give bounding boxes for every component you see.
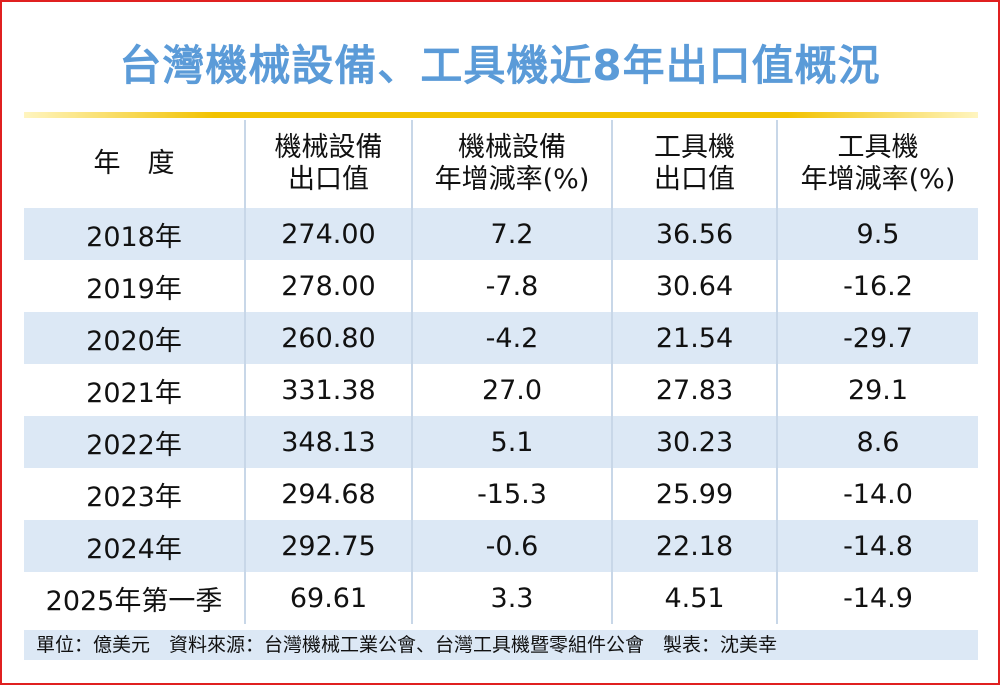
header-cell: 機械設備 年增減率(%) <box>411 120 612 208</box>
cell: 4.51 <box>611 572 777 624</box>
cell: 30.64 <box>611 260 777 312</box>
cell: -14.0 <box>776 468 978 520</box>
header-line: 機械設備 <box>458 132 566 163</box>
cell: 69.61 <box>244 572 412 624</box>
header-line: 工具機 <box>654 132 735 163</box>
table-row: 2019年 278.00 -7.8 30.64 -16.2 <box>24 260 978 312</box>
table-body: 2018年 274.00 7.2 36.56 9.5 2019年 278.00 -7.8 30.… <box>24 208 978 624</box>
cell: 292.75 <box>244 520 412 572</box>
cell: -14.9 <box>776 572 978 624</box>
header-line: 機械設備 <box>274 132 383 163</box>
row-label: 2018年 <box>24 208 245 260</box>
title: 台灣機械設備、工具機近8年出口值概況 <box>119 41 881 90</box>
header-cell: 工具機 年增減率(%) <box>776 120 978 208</box>
cell: 9.5 <box>776 208 978 260</box>
table-row: 2023年 294.68 -15.3 25.99 -14.0 <box>24 468 978 520</box>
cell: 274.00 <box>244 208 412 260</box>
cell: 260.80 <box>244 312 412 364</box>
row-label: 2025年第一季 <box>45 585 223 617</box>
row-label: 2019年 <box>86 273 182 305</box>
header-cell: 機械設備 出口值 <box>244 120 412 208</box>
header-cell: 工具機 出口值 <box>611 120 777 208</box>
title-rule <box>24 112 978 118</box>
cell: -14.8 <box>776 520 978 572</box>
table-row: 2025年第一季 69.61 3.3 4.51 -14.9 <box>24 572 978 624</box>
table-row: 2018年 274.00 7.2 36.56 9.5 <box>24 208 978 260</box>
cell: 348.13 <box>244 416 412 468</box>
row-label: 2022年 <box>24 416 245 468</box>
row-label: 2024年 <box>24 520 245 572</box>
cell: 5.1 <box>411 416 612 468</box>
cell: 22.18 <box>611 520 777 572</box>
table-row: 2022年 348.13 5.1 30.23 8.6 <box>24 416 978 468</box>
header-line: 出口值 <box>654 164 735 195</box>
cell: 3.3 <box>411 572 612 624</box>
header-line: 出口值 <box>288 164 369 195</box>
cell: 29.1 <box>776 364 978 416</box>
row-label: 2023年 <box>86 481 182 513</box>
header-line: 年 度 <box>93 148 175 179</box>
cell: 294.68 <box>244 468 412 520</box>
header-row: 年 度機械設備 出口值 機械設備 年增減率(%) 工具機 出口值 工具機 年增減率(%) <box>24 120 978 208</box>
row-label: 2020年 <box>24 312 245 364</box>
cell: -4.2 <box>411 312 612 364</box>
cell: -0.6 <box>411 520 612 572</box>
table-row: 2021年 331.38 27.0 27.83 29.1 <box>24 364 978 416</box>
cell: -15.3 <box>411 468 612 520</box>
cell: 8.6 <box>776 416 978 468</box>
footer: 單位：億美元 資料來源：台灣機械工業公會、台灣工具機暨零組件公會 製表：沈美幸 <box>24 630 978 660</box>
cell: -16.2 <box>776 260 978 312</box>
header-cell: 年 度 <box>24 120 245 208</box>
cell: 331.38 <box>244 364 412 416</box>
table: 年 度機械設備 出口值 機械設備 年增減率(%) 工具機 出口值 工具機 年增減率(%) 20… <box>24 120 978 624</box>
header-line: 工具機 <box>837 132 919 163</box>
table-row: 2024年 292.75 -0.6 22.18 -14.8 <box>24 520 978 572</box>
cell: 27.83 <box>611 364 777 416</box>
header-line: 年增減率(%) <box>800 164 956 195</box>
cell: 278.00 <box>244 260 412 312</box>
cell: -29.7 <box>776 312 978 364</box>
cell: 36.56 <box>611 208 777 260</box>
cell: 25.99 <box>611 468 777 520</box>
header-line: 年增減率(%) <box>434 164 590 195</box>
cell: 30.23 <box>611 416 777 468</box>
row-label: 2021年 <box>86 377 182 409</box>
cell: 7.2 <box>411 208 612 260</box>
cell: 27.0 <box>411 364 612 416</box>
cell: 21.54 <box>611 312 777 364</box>
table-row: 2020年 260.80 -4.2 21.54 -29.7 <box>24 312 978 364</box>
cell: -7.8 <box>411 260 612 312</box>
